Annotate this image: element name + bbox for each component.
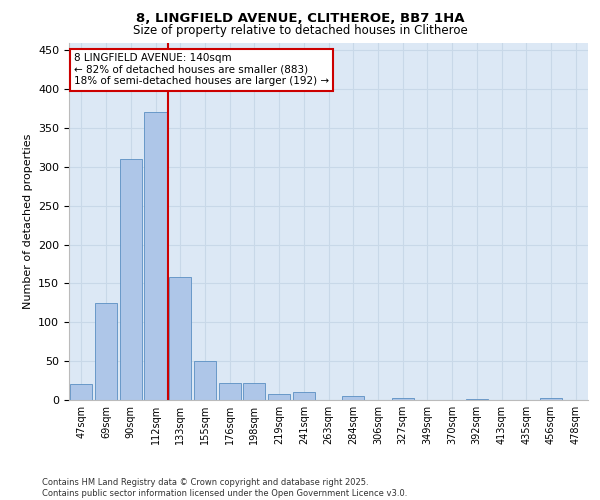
Bar: [119, 159, 142, 400]
Y-axis label: Number of detached properties: Number of detached properties: [23, 134, 32, 309]
Text: 8 LINGFIELD AVENUE: 140sqm
← 82% of detached houses are smaller (883)
18% of sem: 8 LINGFIELD AVENUE: 140sqm ← 82% of deta…: [74, 53, 329, 86]
Bar: [392, 398, 414, 400]
Bar: [194, 361, 216, 400]
Text: 8, LINGFIELD AVENUE, CLITHEROE, BB7 1HA: 8, LINGFIELD AVENUE, CLITHEROE, BB7 1HA: [136, 12, 464, 26]
Bar: [342, 396, 364, 400]
Bar: [293, 392, 315, 400]
Text: Contains HM Land Registry data © Crown copyright and database right 2025.
Contai: Contains HM Land Registry data © Crown c…: [42, 478, 407, 498]
Bar: [169, 277, 191, 400]
Bar: [243, 383, 265, 400]
Bar: [145, 112, 167, 400]
Bar: [466, 399, 488, 400]
Bar: [218, 383, 241, 400]
Bar: [540, 398, 562, 400]
Bar: [95, 303, 117, 400]
Bar: [70, 384, 92, 400]
Bar: [268, 394, 290, 400]
Text: Size of property relative to detached houses in Clitheroe: Size of property relative to detached ho…: [133, 24, 467, 37]
